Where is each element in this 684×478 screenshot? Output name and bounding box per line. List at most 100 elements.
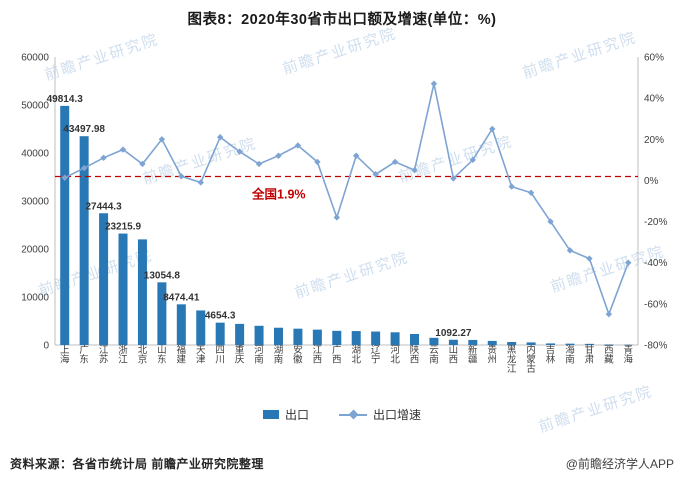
export-bar: [273, 327, 283, 345]
export-bar: [176, 304, 186, 345]
right-tick-label: 20%: [644, 135, 664, 146]
export-bar: [487, 340, 497, 345]
category-label: 贵州: [487, 344, 497, 366]
bar-value-labels: 49814.3 43497.98 27444.3 23215.9 13054.8 8474…: [47, 94, 472, 339]
left-tick-label: 0: [43, 341, 49, 352]
export-combo-chart: 0100002000030000400005000060000-80%-60%-…: [21, 53, 667, 376]
category-label: 上海: [60, 345, 70, 366]
footer: 资料来源：各省市统计局 前瞻产业研究院整理 @前瞻经济学人APP: [10, 455, 674, 472]
category-label: 重庆: [235, 344, 245, 366]
line-swatch-icon: [339, 409, 367, 419]
growth-marker-diamond: [586, 255, 593, 262]
bar-value-label: 49814.3: [47, 94, 84, 105]
export-bar: [546, 343, 556, 345]
category-label: 江西: [313, 345, 323, 366]
category-label: 广西: [332, 344, 342, 366]
export-bar: [235, 323, 245, 345]
export-bar: [332, 330, 342, 345]
export-bar: [507, 342, 517, 345]
category-label: 北京: [138, 345, 148, 366]
export-bar: [390, 332, 400, 345]
growth-line: [64, 83, 630, 317]
left-tick-label: 50000: [21, 101, 49, 112]
right-tick-label: 40%: [644, 94, 664, 105]
growth-marker-diamond: [450, 175, 457, 182]
category-label: 河北: [390, 344, 400, 366]
left-tick-label: 10000: [21, 293, 49, 304]
growth-marker-diamond: [391, 158, 399, 166]
growth-marker-diamond: [255, 160, 263, 168]
category-label: 黑龙江: [507, 345, 517, 375]
export-bar: [468, 339, 478, 345]
legend-label-growth: 出口增速: [373, 408, 422, 422]
category-label: 新疆: [468, 344, 478, 366]
category-label: 浙江: [118, 344, 128, 366]
right-axis-ticks: -80% -60% -40% -20% 0% 20% 40% 60%: [644, 53, 667, 352]
export-bar: [410, 333, 420, 345]
growth-marker-diamond: [547, 218, 554, 225]
category-label: 云南: [429, 345, 439, 366]
category-label: 吉林: [546, 345, 556, 366]
export-bars: [60, 105, 633, 345]
growth-marker-diamond: [430, 80, 438, 87]
growth-marker-diamond: [353, 152, 360, 159]
export-bar: [371, 331, 381, 345]
export-bar: [196, 310, 206, 345]
category-label: 广东: [79, 344, 89, 366]
category-label: 山西: [449, 345, 459, 366]
growth-marker-diamond: [100, 154, 107, 161]
right-tick-label: -80%: [644, 341, 667, 352]
axes: [54, 57, 639, 346]
growth-marker-diamond: [566, 247, 574, 254]
export-bar: [429, 337, 439, 345]
category-labels: 上海广东江苏浙江北京山东福建天津四川重庆河南湖南安徽江西广西湖北辽宁河北陕西云南…: [60, 344, 634, 375]
legend-item-export: 出口: [262, 406, 309, 423]
export-bar: [351, 331, 361, 345]
source-note: 资料来源：各省市统计局 前瞻产业研究院整理: [10, 457, 264, 471]
growth-marker-diamond: [61, 174, 68, 181]
category-label: 甘肃: [585, 344, 595, 366]
growth-marker-diamond: [314, 158, 321, 166]
export-bar: [565, 343, 575, 345]
legend-item-growth: 出口增速: [339, 406, 421, 423]
category-label: 海南: [565, 344, 575, 366]
export-bar: [99, 213, 109, 345]
export-bar: [137, 239, 147, 345]
bar-value-label: 23215.9: [105, 222, 142, 233]
export-bar: [118, 233, 128, 345]
category-label: 山东: [157, 345, 167, 366]
growth-marker-diamond: [275, 152, 282, 159]
growth-markers: [61, 80, 632, 318]
bar-swatch-icon: [262, 410, 279, 419]
category-label: 福建: [177, 344, 187, 366]
growth-marker-diamond: [508, 183, 515, 190]
growth-marker-diamond: [158, 136, 166, 143]
bar-value-label: 27444.3: [86, 201, 123, 212]
right-tick-label: -20%: [644, 217, 667, 228]
diamond-marker-icon: [348, 409, 359, 419]
category-label: 天津: [196, 345, 206, 366]
growth-marker-diamond: [625, 259, 632, 266]
left-axis-ticks: 0 10000 20000 30000 40000 50000 60000: [21, 53, 49, 352]
growth-marker-diamond: [527, 189, 535, 196]
export-bar: [584, 343, 594, 345]
category-label: 青海: [624, 344, 634, 366]
growth-marker-diamond: [605, 310, 613, 318]
legend: 出口 出口增速: [0, 406, 684, 423]
bar-value-label: 43497.98: [63, 124, 105, 135]
category-label: 湖北: [351, 345, 361, 366]
right-tick-label: 60%: [644, 53, 664, 64]
growth-marker-diamond: [294, 142, 302, 149]
left-tick-label: 40000: [21, 149, 49, 160]
export-bar: [312, 329, 322, 345]
growth-marker-diamond: [333, 214, 340, 221]
bar-value-label: 1092.27: [435, 328, 472, 339]
category-label: 湖南: [274, 345, 284, 366]
left-tick-label: 20000: [21, 245, 49, 256]
growth-marker-diamond: [236, 148, 243, 155]
export-bar: [293, 328, 303, 345]
growth-marker-diamond: [119, 146, 127, 153]
national-average-annotation: 全国1.9%: [251, 187, 306, 202]
growth-marker-diamond: [197, 179, 204, 186]
export-bar: [254, 325, 264, 345]
